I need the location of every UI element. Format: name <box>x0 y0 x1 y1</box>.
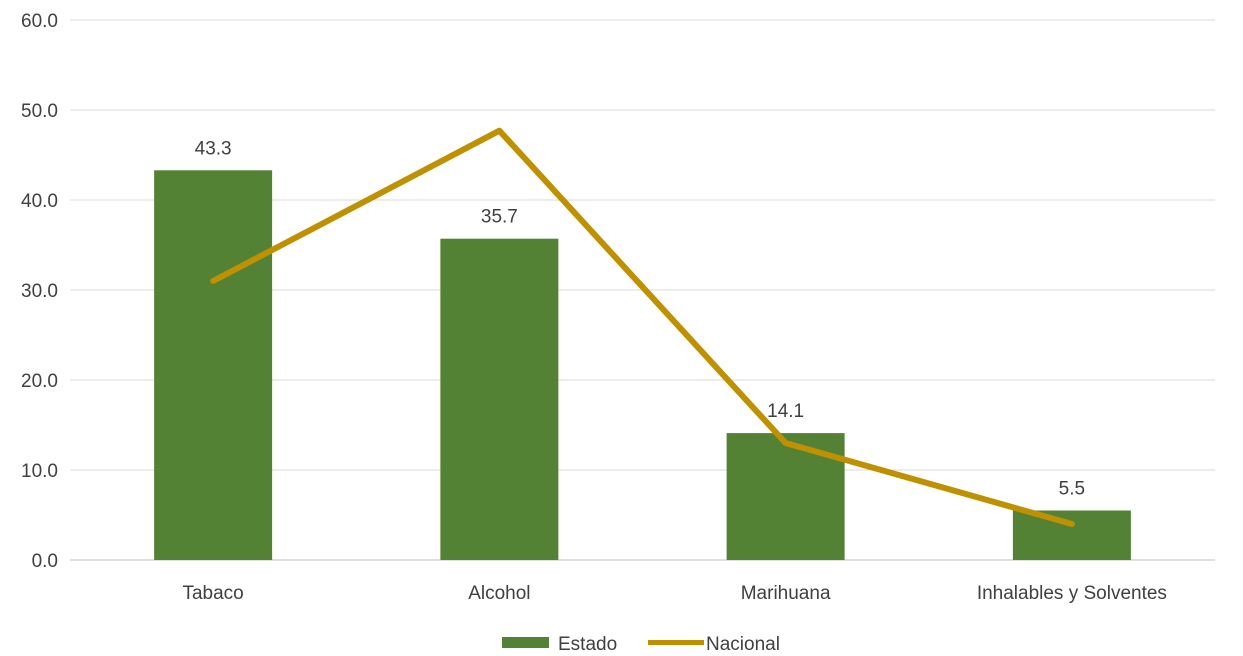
bar <box>440 238 559 560</box>
line-nacional <box>210 127 1075 527</box>
x-tick-label: Inhalables y Solventes <box>977 583 1167 604</box>
y-tick-label: 40.0 <box>21 191 58 212</box>
y-tick-label: 0.0 <box>32 551 58 572</box>
bar <box>1012 510 1131 560</box>
y-tick-label: 60.0 <box>21 11 58 32</box>
x-axis: Tabaco Alcohol Marihuana Inhalables y Solve… <box>182 583 1166 604</box>
x-tick-label: Tabaco <box>182 583 243 604</box>
y-tick-label: 30.0 <box>21 281 58 302</box>
bar <box>154 170 273 561</box>
legend: Estado Nacional <box>502 634 780 655</box>
x-tick-label: Marihuana <box>741 583 831 604</box>
data-label: 5.5 <box>1059 479 1085 500</box>
data-label: 14.1 <box>767 401 804 422</box>
x-tick-label: Alcohol <box>468 583 530 604</box>
data-label: 43.3 <box>195 138 232 159</box>
legend-label-nacional: Nacional <box>706 634 780 655</box>
data-label: 35.7 <box>481 207 518 228</box>
y-axis: 0.0 10.0 20.0 30.0 40.0 50.0 60.0 <box>21 11 58 572</box>
y-tick-label: 10.0 <box>21 461 58 482</box>
data-labels: 43.3 35.7 14.1 5.5 <box>195 138 1085 499</box>
legend-swatch-estado <box>502 637 549 648</box>
legend-label-estado: Estado <box>558 634 617 655</box>
y-tick-label: 50.0 <box>21 101 58 122</box>
line-series <box>210 127 1075 527</box>
y-tick-label: 20.0 <box>21 371 58 392</box>
bar-series <box>154 170 1131 561</box>
